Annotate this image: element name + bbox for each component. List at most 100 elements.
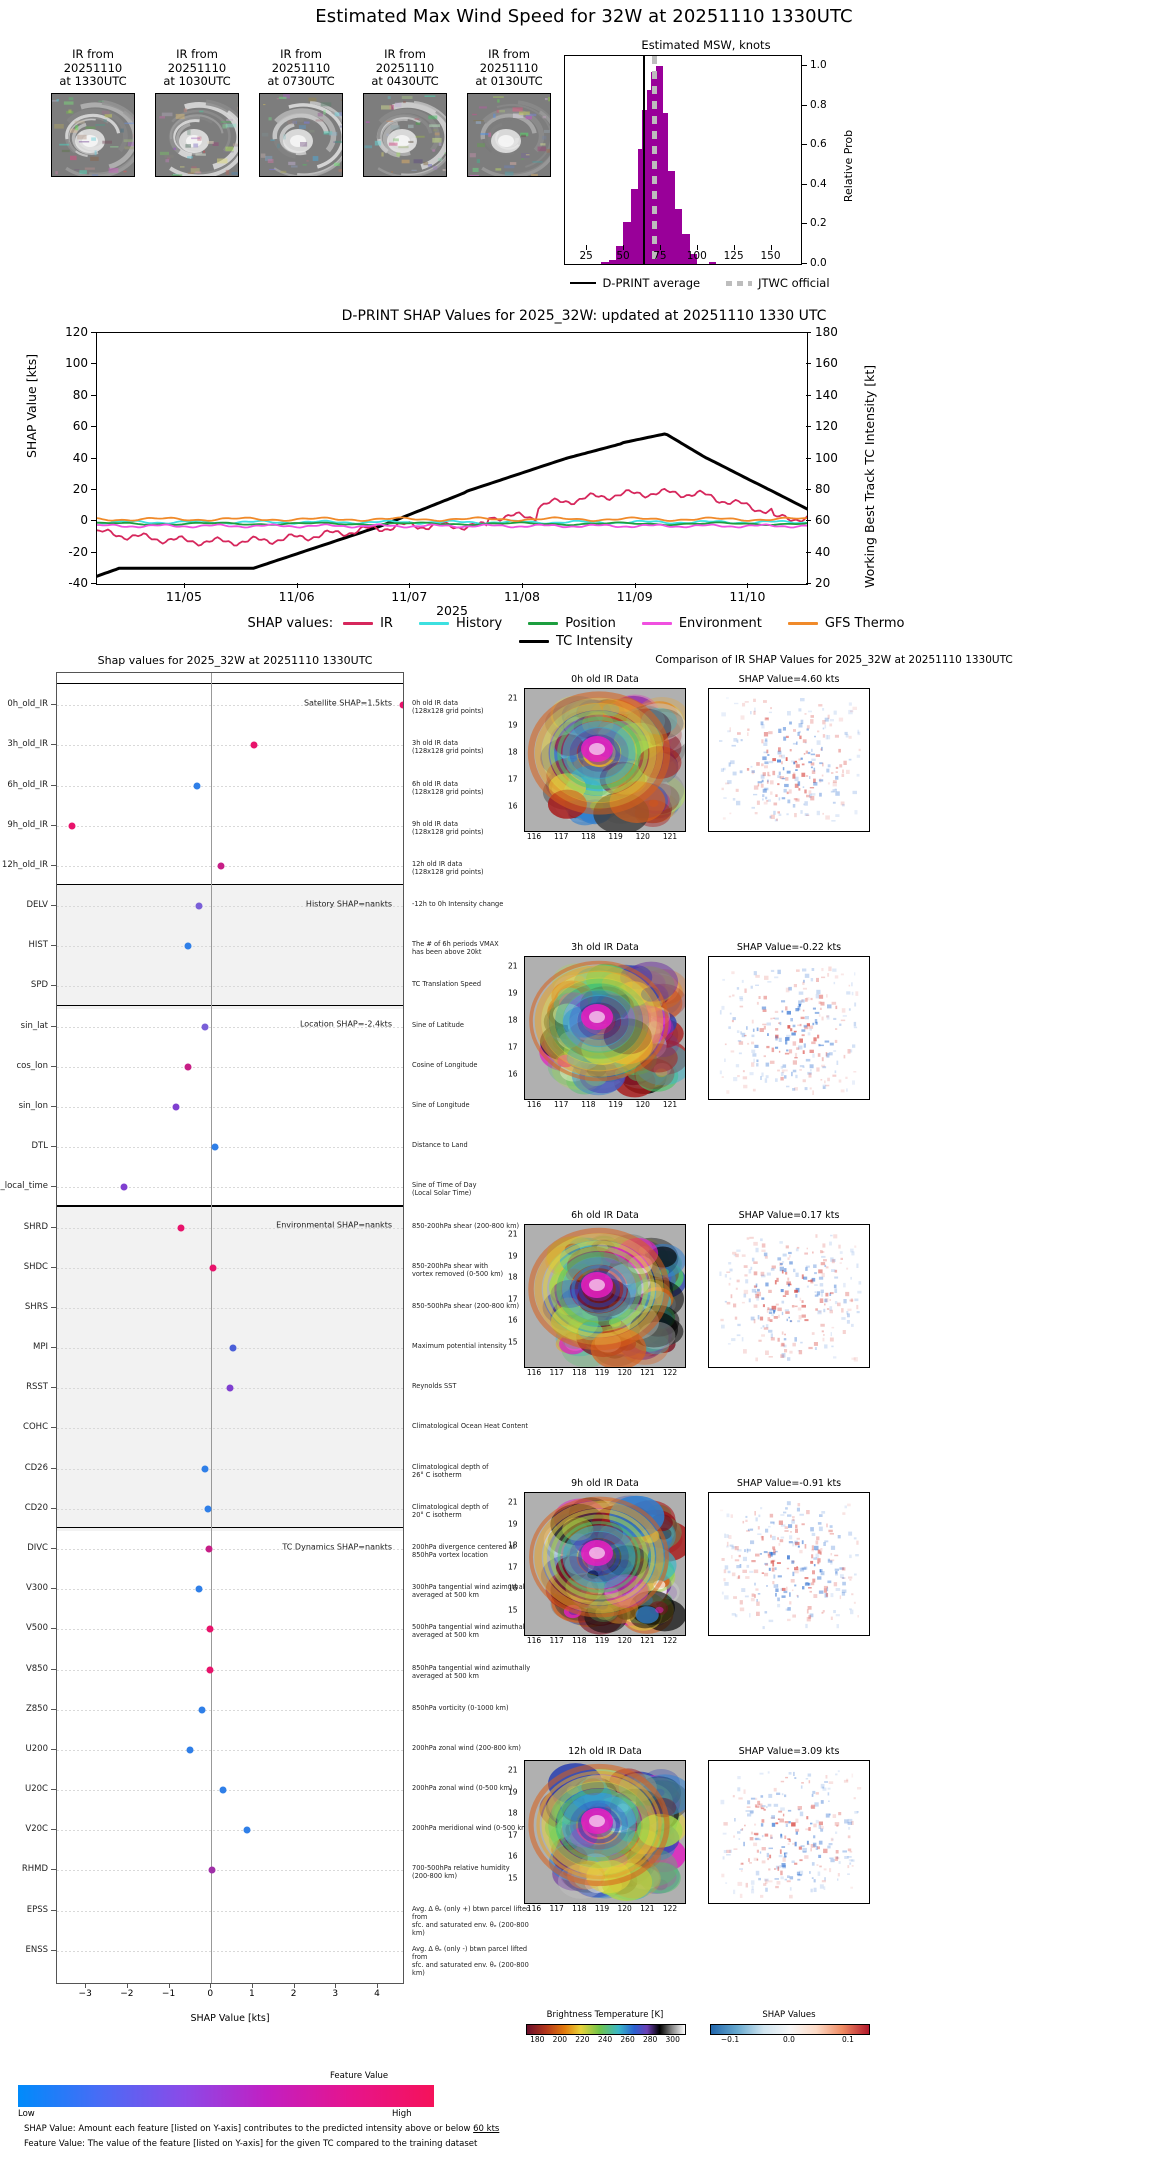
shap-values-tick-label: −0.1 — [720, 2035, 740, 2044]
dotplot-group-note: Location SHAP=-2.4kts — [299, 1019, 392, 1029]
dotplot-group-separator — [57, 1004, 403, 1006]
dotplot-row-gridline — [57, 986, 403, 988]
timeseries-legend-label: GFS Thermo — [824, 616, 905, 631]
dotplot-feature-description: 9h old IR data (128x128 grid points) — [412, 819, 484, 836]
timeseries-x-tick-label: 11/05 — [165, 589, 202, 604]
dotplot-feature-description: TC Translation Speed — [412, 980, 482, 989]
dotplot-x-tick-label: −3 — [78, 1989, 92, 1999]
dotplot-group-note: Satellite SHAP=1.5kts — [303, 698, 392, 708]
ir-x-tick-label: 120 — [617, 1904, 632, 1913]
brightness-temperature-tick-label: 280 — [642, 2035, 658, 2044]
dotplot-feature-description: 700-500hPa relative humidity (200-800 km… — [412, 1864, 510, 1881]
ir-color-image — [524, 1760, 686, 1904]
legend-swatch — [343, 622, 374, 625]
timeseries-y2-tick-label: 100 — [815, 450, 838, 465]
ir-thumbnail-caption: IR from 20251110 at 1330UTC — [59, 47, 127, 88]
dotplot-y-tickmark — [51, 1186, 56, 1188]
shap-value-note: SHAP Value: Amount each feature [listed … — [24, 2124, 500, 2134]
ir-x-tick-label: 121 — [662, 832, 678, 841]
dotplot-feature-label: 3h_old_IR — [7, 739, 48, 750]
histogram-x-tickmark — [770, 245, 772, 250]
shap-heatmap-image — [708, 1760, 870, 1904]
timeseries-legend-label: Environment — [678, 616, 762, 631]
brightness-temperature-tick-label: 240 — [597, 2035, 613, 2044]
histogram-bar — [667, 170, 675, 264]
histogram-bar — [689, 254, 697, 264]
dotplot-row-gridline — [57, 1428, 403, 1430]
timeseries-y-tick-label: 120 — [65, 325, 88, 339]
histogram-bar — [601, 262, 609, 264]
dotplot-axes — [56, 672, 404, 1984]
timeseries-y-tick-label: 80 — [72, 387, 88, 402]
timeseries-y-tick-label: 100 — [65, 356, 88, 371]
ir-x-tick-label: 116 — [526, 1636, 542, 1645]
histogram-y-tick-label: 0.8 — [810, 98, 827, 111]
histogram-legend-item: D-PRINT average — [570, 276, 700, 290]
histogram-y-tickmark — [802, 263, 807, 264]
ir-x-tick-label: 117 — [554, 1100, 569, 1109]
timeseries-legend: SHAP values: IR History Position Environment… — [0, 616, 1168, 649]
dotplot-row-gridline — [57, 1307, 403, 1309]
dotplot-feature-label: 12h_old_IR — [1, 859, 48, 870]
dotplot-point — [250, 741, 258, 749]
dotplot-point — [195, 1585, 203, 1593]
timeseries-legend-row-1: SHAP values: IR History Position Environment… — [248, 616, 921, 631]
histogram-x-tickmark — [586, 245, 588, 250]
dotplot-x-tickmark — [126, 1984, 128, 1988]
timeseries-y-tickmark — [91, 457, 96, 459]
dotplot-zero-line — [211, 673, 213, 1983]
timeseries-y2-tickmark — [806, 394, 811, 396]
timeseries-y2-tickmark — [806, 488, 811, 490]
dotplot-row-gridline — [57, 1147, 403, 1149]
histogram-y-tickmark — [802, 104, 807, 106]
feature-value-note: Feature Value: The value of the feature … — [24, 2139, 478, 2149]
histogram-bar — [682, 234, 690, 264]
histogram-title: Estimated MSW, knots — [641, 38, 771, 52]
shap-series-env — [97, 523, 807, 529]
timeseries-y2-tickmark — [806, 583, 811, 584]
dotplot-feature-description: 0h old IR data (128x128 grid points) — [412, 699, 484, 716]
timeseries-legend-item: Environment — [641, 616, 762, 631]
dotplot-row-gridline — [57, 1066, 403, 1068]
dotplot-y-tickmark — [51, 945, 56, 947]
ir-thumbnail-2: IR from 20251110 at 0730UTC — [254, 47, 348, 177]
timeseries-legend-item: GFS Thermo — [787, 616, 905, 631]
histogram-legend: D-PRINT average JTWC official — [540, 276, 860, 290]
dotplot-feature-label: DTL — [31, 1141, 48, 1152]
dotplot-point — [201, 1023, 209, 1031]
dotplot-row-gridline — [57, 1508, 403, 1510]
dotplot-y-tickmark — [51, 1829, 56, 1831]
dotplot-y-tickmark — [51, 985, 56, 987]
feature-value-bar-title: Feature Value — [330, 2071, 389, 2081]
ir-color-image — [524, 1224, 686, 1368]
shap-panel-title: SHAP Value=-0.22 kts — [736, 942, 842, 953]
histogram-x-tick-label: 25 — [579, 250, 593, 262]
dotplot-feature-label: ENSS — [25, 1944, 48, 1955]
dotplot-y-tickmark — [51, 1708, 56, 1710]
timeseries-x-tick-label: 11/09 — [616, 589, 653, 604]
dotplot-row-gridline — [57, 1830, 403, 1832]
shap-heatmap-image — [708, 1224, 870, 1368]
ir-satellite-image — [467, 92, 551, 177]
dotplot-y-tickmark — [51, 1909, 56, 1911]
ir-satellite-image — [363, 92, 447, 177]
dprint-average-line — [643, 56, 645, 264]
timeseries-y2-axis-label: Working Best Track TC Intensity [kt] — [862, 364, 877, 588]
histogram-y-tick-label: 0.0 — [810, 257, 827, 269]
dotplot-y-tickmark — [51, 1668, 56, 1670]
dotplot-point — [229, 1344, 237, 1352]
histogram-y-tickmark — [802, 64, 807, 66]
ir-x-tick-label: 122 — [662, 1636, 678, 1645]
dotplot-feature-description: Sine of Longitude — [412, 1100, 470, 1109]
dotplot-row-gridline — [57, 1227, 403, 1229]
shap-panel-title: SHAP Value=0.17 kts — [738, 1210, 840, 1221]
msw-histogram-panel: Estimated MSW, knots Relative Prob D-PRI… — [556, 38, 856, 290]
timeseries-y-tickmark — [91, 394, 96, 396]
dotplot-point — [184, 942, 192, 950]
brightness-temperature-tick-label: 260 — [620, 2035, 635, 2044]
dotplot-feature-description: 850-200hPa shear with vortex removed (0-… — [412, 1261, 504, 1278]
dotplot-point — [205, 1545, 213, 1553]
dotplot-group-band — [57, 1205, 403, 1531]
ir-x-tick-label: 116 — [526, 1368, 542, 1377]
ir-thumbnail-3: IR from 20251110 at 0430UTC — [358, 47, 452, 177]
